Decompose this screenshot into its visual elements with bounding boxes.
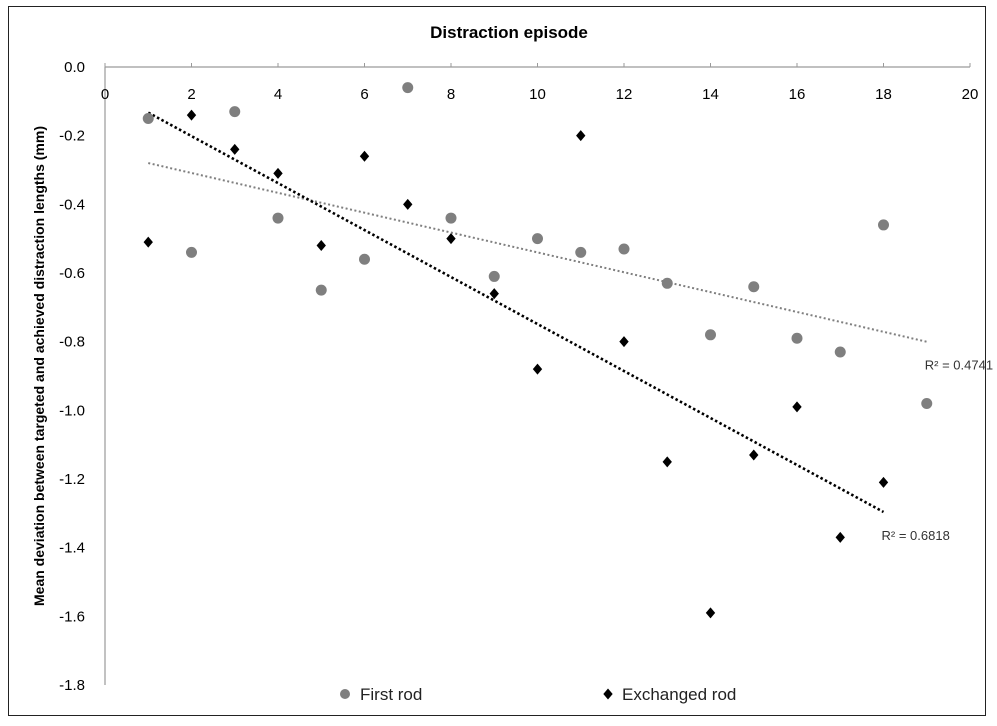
data-point-first-rod (921, 397, 933, 409)
data-point-exchanged-rod (619, 336, 629, 348)
x-axis-ticks: 0 2 4 6 8 10 12 14 16 18 20 (101, 63, 979, 103)
data-point-exchanged-rod (446, 233, 456, 245)
data-point-first-rod (705, 329, 716, 341)
data-point-first-rod (488, 270, 500, 282)
x-tick-label: 16 (789, 86, 806, 103)
y-tick-label: 0.0 (64, 59, 85, 76)
x-tick-label: 0 (101, 86, 109, 103)
data-point-first-rod (748, 281, 760, 293)
data-point-first-rod (186, 246, 197, 258)
y-tick-label: -0.8 (59, 334, 85, 351)
legend-label-exchanged-rod: Exchanged rod (622, 685, 736, 704)
data-point-exchanged-rod (532, 363, 543, 375)
data-point-first-rod (878, 219, 889, 231)
data-point-exchanged-rod (143, 236, 153, 248)
chart-title: Distraction episode (430, 23, 588, 42)
r2-label: R² = 0.6818 (882, 528, 950, 543)
x-tick-label: 14 (702, 86, 719, 103)
trendline-first-rod (148, 162, 927, 343)
y-tick-label: -1.6 (59, 608, 85, 625)
legend-label-first-rod: First rod (360, 685, 422, 704)
data-point-first-rod (575, 246, 587, 258)
legend-marker-exchanged-rod (603, 688, 613, 700)
data-point-exchanged-rod (749, 449, 759, 461)
r2-label: R² = 0.4741 (925, 358, 993, 373)
data-point-exchanged-rod (576, 130, 586, 142)
x-tick-label: 4 (274, 86, 282, 103)
data-point-first-rod (359, 253, 370, 265)
y-tick-label: -1.2 (59, 471, 85, 488)
y-tick-label: -1.4 (59, 540, 85, 557)
data-point-first-rod (618, 243, 630, 255)
x-tick-label: 6 (360, 86, 368, 103)
data-point-exchanged-rod (273, 167, 283, 179)
data-points (142, 82, 933, 619)
data-point-first-rod (661, 277, 673, 289)
x-tick-label: 18 (875, 86, 892, 103)
data-point-exchanged-rod (792, 401, 802, 413)
y-axis-ticks: 0.0 -0.2 -0.4 -0.6 -0.8 -1.0 -1.2 -1.4 -1.6 -1.8 (59, 59, 85, 694)
x-tick-label: 12 (616, 86, 633, 103)
data-point-first-rod (445, 212, 457, 224)
data-point-exchanged-rod (835, 531, 845, 543)
data-point-first-rod (791, 332, 803, 344)
y-axis-title: Mean deviation between targeted and achi… (31, 126, 47, 606)
data-point-exchanged-rod (705, 607, 716, 619)
data-point-exchanged-rod (316, 240, 326, 252)
x-tick-label: 8 (447, 86, 455, 103)
data-point-first-rod (402, 82, 414, 94)
data-point-exchanged-rod (186, 109, 197, 121)
x-tick-label: 20 (962, 86, 979, 103)
y-tick-label: -1.0 (59, 402, 85, 419)
data-point-exchanged-rod (662, 456, 672, 468)
y-tick-label: -0.2 (59, 128, 85, 145)
data-point-exchanged-rod (878, 476, 889, 488)
data-point-first-rod (272, 212, 284, 224)
data-point-first-rod (834, 346, 846, 358)
data-point-exchanged-rod (359, 150, 370, 162)
trendline-exchanged-rod (147, 111, 885, 514)
trendlines: R² = 0.4741 R² = 0.6818 (147, 111, 993, 543)
data-point-first-rod (532, 233, 543, 245)
legend-marker-first-rod (340, 689, 350, 699)
data-point-exchanged-rod (489, 288, 499, 300)
y-tick-label: -0.4 (59, 196, 85, 213)
data-point-first-rod (142, 113, 154, 124)
x-tick-label: 10 (529, 86, 546, 103)
y-tick-label: -0.6 (59, 265, 85, 282)
legend: First rod Exchanged rod (340, 685, 736, 704)
data-point-first-rod (229, 106, 241, 118)
data-point-exchanged-rod (403, 198, 413, 210)
y-tick-label: -1.8 (59, 677, 85, 694)
data-point-first-rod (315, 284, 327, 296)
x-tick-label: 2 (187, 86, 195, 103)
data-point-exchanged-rod (230, 143, 240, 155)
